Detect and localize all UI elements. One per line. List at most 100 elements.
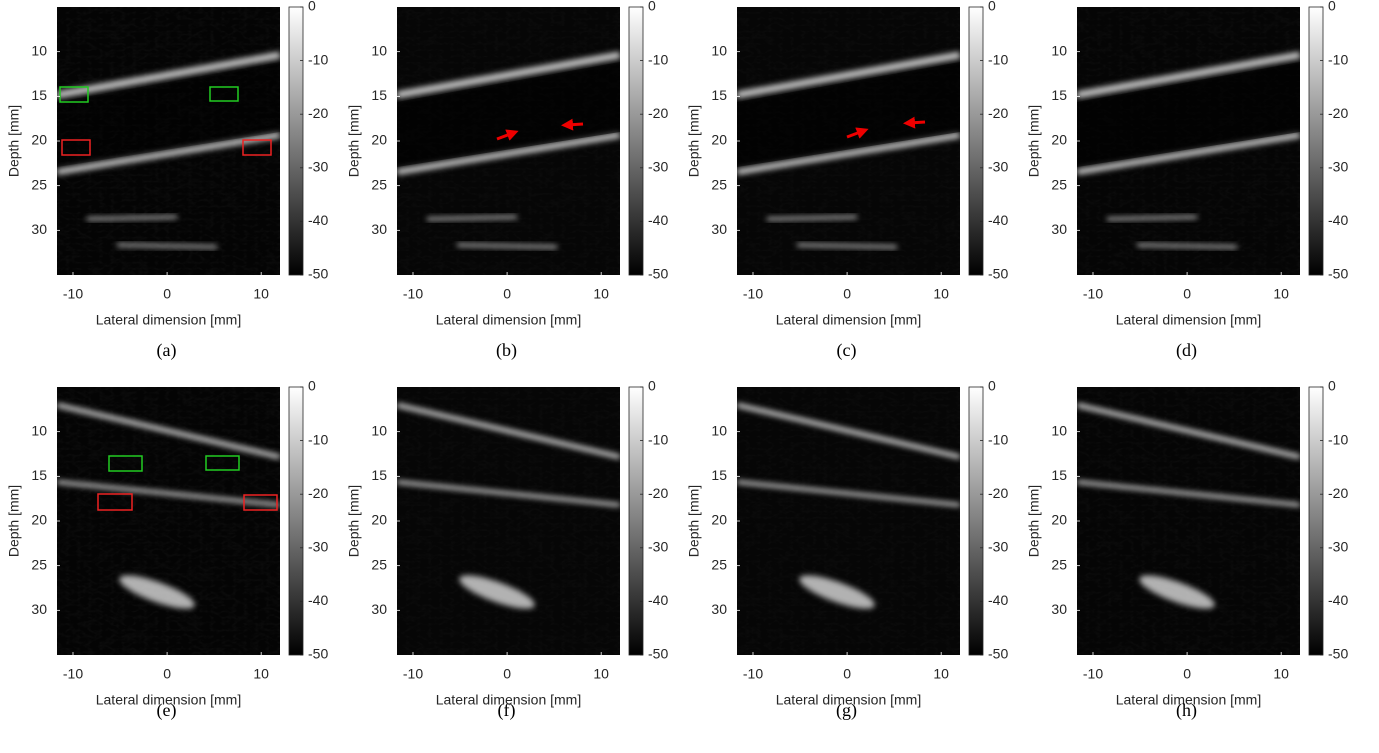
- y-axis-label: Depth [mm]: [6, 105, 22, 177]
- colorbar-tick-label: -20: [648, 105, 668, 121]
- y-tick-label: 20: [371, 512, 387, 528]
- panel-caption: (b): [496, 340, 517, 361]
- colorbar-tick-label: -20: [1328, 105, 1348, 121]
- colorbar-tick-label: -10: [988, 431, 1008, 447]
- x-tick-label: -10: [1083, 286, 1103, 302]
- colorbar: [968, 386, 984, 656]
- colorbar: [628, 386, 644, 656]
- roi-box: [243, 494, 278, 511]
- y-tick-label: 25: [371, 556, 387, 572]
- y-axis-label: Depth [mm]: [1026, 485, 1042, 557]
- roi-box: [59, 86, 89, 103]
- colorbar-tick-label: 0: [988, 0, 996, 14]
- colorbar-tick-label: -50: [1328, 646, 1348, 662]
- x-tick-label: 10: [933, 286, 949, 302]
- x-tick-label: -10: [743, 666, 763, 682]
- x-tick-label: -10: [1083, 666, 1103, 682]
- colorbar-tick-label: -50: [988, 646, 1008, 662]
- y-tick-label: 20: [1051, 132, 1067, 148]
- x-tick-label: 0: [163, 286, 171, 302]
- roi-box: [108, 455, 143, 472]
- x-tick-label: -10: [403, 286, 423, 302]
- x-axis-label: Lateral dimension [mm]: [776, 692, 922, 708]
- colorbar-tick-label: 0: [648, 378, 656, 394]
- y-tick-label: 30: [711, 221, 727, 237]
- x-axis-label: Lateral dimension [mm]: [96, 312, 242, 328]
- y-tick-label: 15: [31, 87, 47, 103]
- y-axis-label: Depth [mm]: [686, 485, 702, 557]
- colorbar-tick-label: -30: [1328, 539, 1348, 555]
- x-tick-label: -10: [63, 666, 83, 682]
- y-tick-label: 10: [31, 42, 47, 58]
- y-tick-label: 15: [371, 87, 387, 103]
- colorbar: [288, 386, 304, 656]
- y-tick-label: 30: [31, 221, 47, 237]
- x-tick-label: 0: [503, 286, 511, 302]
- colorbar-tick-label: -10: [648, 431, 668, 447]
- colorbar-tick-label: -10: [308, 431, 328, 447]
- y-tick-label: 10: [371, 42, 387, 58]
- y-axis-label: Depth [mm]: [346, 105, 362, 177]
- colorbar: [968, 6, 984, 276]
- ultrasound-image: [1077, 387, 1300, 655]
- x-axis-label: Lateral dimension [mm]: [96, 692, 242, 708]
- colorbar-tick-label: 0: [988, 378, 996, 394]
- colorbar-tick-label: -30: [648, 159, 668, 175]
- y-tick-label: 25: [1051, 556, 1067, 572]
- x-axis-label: Lateral dimension [mm]: [1116, 312, 1262, 328]
- y-tick-label: 10: [1051, 422, 1067, 438]
- ultrasound-image: [397, 7, 620, 275]
- y-tick-label: 10: [711, 42, 727, 58]
- y-tick-label: 15: [711, 87, 727, 103]
- colorbar: [288, 6, 304, 276]
- y-tick-label: 20: [31, 132, 47, 148]
- x-tick-label: 0: [843, 286, 851, 302]
- colorbar-tick-label: -10: [1328, 431, 1348, 447]
- y-tick-label: 30: [1051, 601, 1067, 617]
- y-tick-label: 15: [371, 467, 387, 483]
- y-tick-label: 20: [1051, 512, 1067, 528]
- colorbar: [1308, 6, 1324, 276]
- colorbar-tick-label: -20: [308, 485, 328, 501]
- x-axis-label: Lateral dimension [mm]: [436, 692, 582, 708]
- arrow: [846, 127, 869, 139]
- x-tick-label: 10: [593, 666, 609, 682]
- colorbar-tick-label: -10: [988, 51, 1008, 67]
- arrow: [903, 116, 926, 129]
- y-axis-label: Depth [mm]: [346, 485, 362, 557]
- colorbar-tick-label: -50: [648, 646, 668, 662]
- ultrasound-image: [57, 387, 280, 655]
- panel-caption: (c): [837, 340, 857, 361]
- x-tick-label: 10: [593, 286, 609, 302]
- y-tick-label: 20: [371, 132, 387, 148]
- colorbar-tick-label: 0: [1328, 378, 1336, 394]
- colorbar-tick-label: -40: [308, 592, 328, 608]
- x-axis-label: Lateral dimension [mm]: [776, 312, 922, 328]
- colorbar-tick-label: -30: [308, 159, 328, 175]
- colorbar-tick-label: -50: [988, 266, 1008, 282]
- panel-caption: (d): [1176, 340, 1197, 361]
- y-tick-label: 10: [371, 422, 387, 438]
- colorbar-tick-label: -50: [1328, 266, 1348, 282]
- y-tick-label: 30: [1051, 221, 1067, 237]
- y-tick-label: 10: [1051, 42, 1067, 58]
- roi-box: [97, 493, 133, 511]
- colorbar-tick-label: -40: [1328, 212, 1348, 228]
- ultrasound-image: [1077, 7, 1300, 275]
- x-tick-label: 0: [503, 666, 511, 682]
- ultrasound-image: [737, 7, 960, 275]
- x-tick-label: -10: [403, 666, 423, 682]
- roi-box: [61, 139, 91, 156]
- x-axis-label: Lateral dimension [mm]: [436, 312, 582, 328]
- colorbar-tick-label: -30: [988, 159, 1008, 175]
- colorbar-tick-label: -20: [308, 105, 328, 121]
- colorbar-tick-label: 0: [1328, 0, 1336, 14]
- colorbar-tick-label: -30: [1328, 159, 1348, 175]
- colorbar-tick-label: -40: [648, 212, 668, 228]
- y-axis-label: Depth [mm]: [1026, 105, 1042, 177]
- colorbar-tick-label: -10: [308, 51, 328, 67]
- colorbar-tick-label: -40: [1328, 592, 1348, 608]
- y-tick-label: 10: [711, 422, 727, 438]
- colorbar-tick-label: -40: [648, 592, 668, 608]
